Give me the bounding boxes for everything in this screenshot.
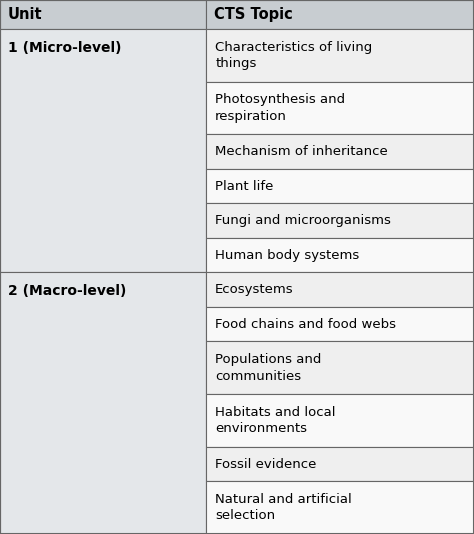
Text: Habitats and local
environments: Habitats and local environments: [215, 406, 336, 435]
Bar: [206, 135, 474, 169]
Bar: [206, 238, 474, 272]
Bar: [206, 394, 474, 447]
Text: Food chains and food webs: Food chains and food webs: [215, 318, 396, 331]
Bar: [206, 447, 474, 481]
Text: 2 (Macro-level): 2 (Macro-level): [8, 285, 127, 299]
Text: Fungi and microorganisms: Fungi and microorganisms: [215, 214, 391, 227]
Text: 1 (Micro-level): 1 (Micro-level): [8, 41, 121, 55]
Bar: [206, 481, 474, 534]
Bar: [206, 169, 474, 203]
Bar: [206, 203, 474, 238]
Text: Populations and
communities: Populations and communities: [215, 353, 321, 382]
Text: Human body systems: Human body systems: [215, 249, 359, 262]
Text: Plant life: Plant life: [215, 179, 273, 193]
Bar: [206, 29, 474, 82]
Bar: [206, 272, 474, 307]
Text: Characteristics of living
things: Characteristics of living things: [215, 41, 373, 70]
Bar: [206, 0, 474, 29]
Bar: [0, 29, 206, 272]
Bar: [0, 0, 206, 29]
Text: CTS Topic: CTS Topic: [214, 7, 293, 22]
Bar: [0, 272, 206, 534]
Bar: [206, 341, 474, 394]
Text: Ecosystems: Ecosystems: [215, 283, 294, 296]
Text: Unit: Unit: [8, 7, 43, 22]
Text: Natural and artificial
selection: Natural and artificial selection: [215, 493, 352, 522]
Text: Fossil evidence: Fossil evidence: [215, 458, 317, 470]
Text: Mechanism of inheritance: Mechanism of inheritance: [215, 145, 388, 158]
Bar: [206, 307, 474, 341]
Bar: [206, 82, 474, 135]
Text: Photosynthesis and
respiration: Photosynthesis and respiration: [215, 93, 346, 123]
